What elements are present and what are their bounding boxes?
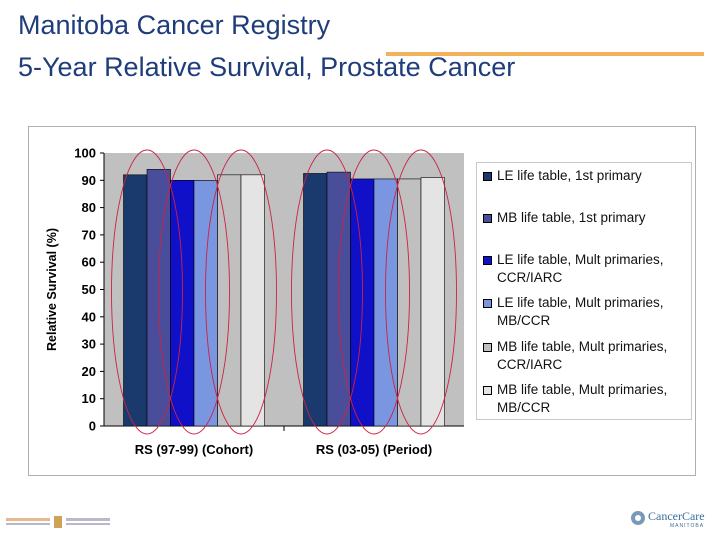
partner-logos <box>6 514 116 532</box>
annotation-ellipse <box>205 149 277 435</box>
y-tick-label: 90 <box>82 173 96 188</box>
slide-title-line-1: Manitoba Cancer Registry <box>18 10 331 40</box>
legend-swatch <box>483 214 492 223</box>
legend-label: MB life table, Mult primaries, MB/CCR <box>497 382 668 415</box>
title-accent-rule <box>386 52 704 56</box>
y-tick-label: 100 <box>74 146 96 161</box>
legend-label: LE life table, Mult primaries, MB/CCR <box>497 295 664 328</box>
y-tick-label: 70 <box>82 227 96 242</box>
legend-label: MB life table, 1st primary <box>497 210 646 225</box>
legend-swatch <box>483 386 492 395</box>
annotation-ellipse <box>291 149 363 435</box>
y-tick-label: 40 <box>82 309 96 324</box>
cancercare-mark-icon <box>631 511 645 525</box>
chart-legend: LE life table, 1st primary MB life table,… <box>476 162 692 420</box>
y-tick-label: 20 <box>82 364 96 379</box>
y-axis-title: Relative Survival (%) <box>45 228 59 351</box>
legend-swatch <box>483 343 492 352</box>
legend-label: LE life table, 1st primary <box>497 168 642 183</box>
y-tick-label: 50 <box>82 282 96 297</box>
cancercare-logo: CancerCare MANITOBA <box>630 508 714 530</box>
y-tick-label: 80 <box>82 200 96 215</box>
annotation-ellipse <box>338 149 410 435</box>
x-category-label: RS (97-99) (Cohort) <box>135 442 253 457</box>
cancercare-wordmark: CancerCare <box>648 509 705 523</box>
y-tick-label: 10 <box>82 391 96 406</box>
cancercare-subtext: MANITOBA <box>670 523 705 529</box>
annotation-ellipse <box>385 149 457 435</box>
y-tick-label: 30 <box>82 337 96 352</box>
x-category-label: RS (03-05) (Period) <box>316 442 432 457</box>
annotation-ellipse <box>111 149 183 435</box>
legend-label: MB life table, Mult primaries, CCR/IARC <box>497 339 668 372</box>
slide-title-line-2: 5-Year Relative Survival, Prostate Cance… <box>18 52 516 82</box>
bar <box>240 174 265 427</box>
y-tick-label: 60 <box>82 255 96 270</box>
bar <box>303 173 328 427</box>
annotation-ellipse <box>158 149 230 435</box>
bar <box>420 177 445 427</box>
legend-label: LE life table, Mult primaries, CCR/IARC <box>497 252 664 285</box>
legend-swatch <box>483 172 492 181</box>
bar <box>123 174 148 427</box>
legend-swatch <box>483 256 492 265</box>
legend-swatch <box>483 299 492 308</box>
y-tick-label: 0 <box>89 419 96 434</box>
